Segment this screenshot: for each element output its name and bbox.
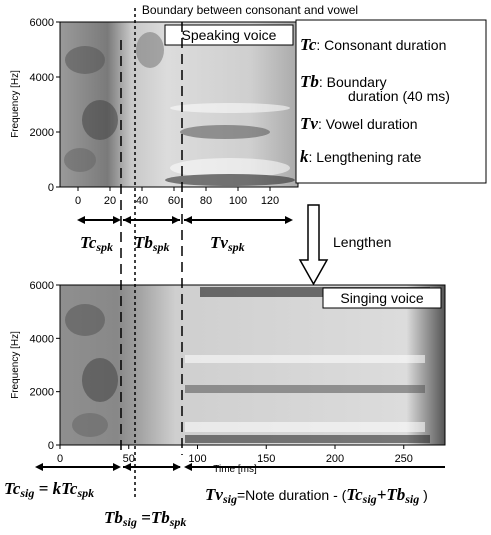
- x-tick-label: 200: [326, 453, 344, 465]
- legend-box: [295, 19, 487, 184]
- panel-label-box: [164, 24, 294, 46]
- y-tick-label: 6000: [30, 17, 54, 29]
- spectrogram-texture: [65, 287, 430, 443]
- interval-label: Tbspk: [134, 233, 170, 254]
- x-tick-label: 120: [261, 195, 279, 207]
- y-tick-label: 4000: [30, 72, 54, 84]
- x-tick-label: 100: [229, 195, 247, 207]
- y-tick-label: 0: [48, 440, 54, 452]
- panel-label-box: [322, 287, 442, 309]
- x-axis-label: Time [ms]: [213, 464, 257, 475]
- arrow-heads: [35, 216, 293, 471]
- x-tick-label: 0: [75, 195, 81, 207]
- panel-label: Singing voice: [340, 290, 423, 306]
- boundary-lines: [120, 8, 183, 500]
- legend-entry: Tb: Boundary: [300, 72, 387, 91]
- panel-label: Speaking voice: [182, 27, 277, 43]
- x-tick-label: 250: [395, 453, 413, 465]
- formula: Tcsig = kTcspk: [4, 479, 94, 500]
- y-tick-label: 0: [48, 182, 54, 194]
- lengthen-arrow: [298, 204, 329, 286]
- interval-label: Tcspk: [80, 233, 113, 254]
- interval-arrows: [37, 219, 445, 468]
- x-tick-label: 20: [104, 195, 116, 207]
- x-tick-label: 50: [123, 453, 135, 465]
- legend-entry: k: Lengthening rate: [300, 147, 422, 166]
- formula: Tbsig =Tbspk: [104, 508, 186, 529]
- legend-entry: Tc: Consonant duration: [300, 35, 446, 54]
- x-tick-label: 0: [57, 453, 63, 465]
- x-tick-label: 150: [257, 453, 275, 465]
- y-tick-label: 2000: [30, 127, 54, 139]
- x-tick-label: 80: [200, 195, 212, 207]
- interval-label: Tvspk: [210, 233, 245, 254]
- x-tick-label: 60: [168, 195, 180, 207]
- y-tick-label: 2000: [30, 387, 54, 399]
- x-tick-label: 40: [136, 195, 148, 207]
- y-tick-label: 6000: [30, 280, 54, 292]
- legend-entry: duration (40 ms): [348, 88, 450, 104]
- spectrogram-texture: [64, 32, 295, 186]
- figure-title: Boundary between consonant and vowel: [142, 3, 358, 17]
- y-axis-label: Frequency [Hz]: [10, 70, 21, 138]
- formula: Tvsig=Note duration - (Tcsig+Tbsig ): [205, 485, 428, 506]
- y-tick-label: 4000: [30, 333, 54, 345]
- x-tick-label: 100: [188, 453, 206, 465]
- legend-entry: Tv: Vowel duration: [300, 114, 418, 133]
- arrow-label: Lengthen: [333, 234, 391, 250]
- y-axis-label: Frequency [Hz]: [10, 331, 21, 399]
- spectrogram-bottom: [59, 284, 446, 446]
